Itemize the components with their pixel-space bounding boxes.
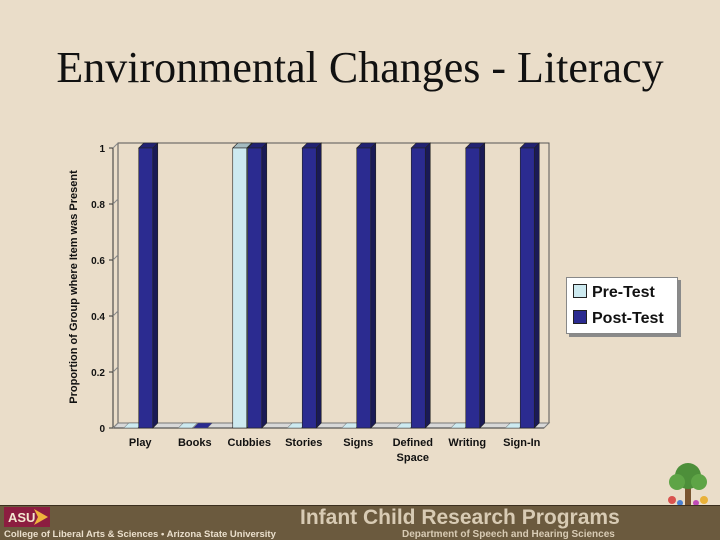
legend-item-post-test: Post-Test: [573, 309, 664, 329]
tree-logo: [668, 463, 708, 506]
x-tick-label: Defined: [393, 437, 433, 449]
x-tick-label: Cubbies: [228, 437, 271, 449]
program-title: Infant Child Research Programs: [300, 506, 620, 529]
y-tick-depth: [112, 198, 119, 205]
x-tick-label: Stories: [285, 437, 322, 449]
svg-text:ASU: ASU: [8, 510, 35, 525]
x-tick-label: Sign-In: [503, 437, 541, 449]
bar-post-test-0: [138, 147, 154, 429]
legend-swatch-post-test: [573, 310, 587, 324]
bar-post-test-3: [301, 147, 317, 429]
bar-post-test-6: [465, 147, 481, 429]
x-tick-label: Books: [178, 437, 212, 449]
y-tick-label: 0.4: [91, 312, 105, 323]
y-tick-label: 0.6: [91, 256, 105, 267]
bar-pre-test-1: [177, 422, 198, 429]
chart-labels: 0 0.2 0.4 0.6 0.8 1 Play Books Cubbies Stories Sig…: [91, 144, 541, 464]
y-tick-label: 0.8: [91, 200, 105, 211]
bar-pre-test-2: [232, 147, 248, 429]
bar-post-test-0-side: [152, 142, 159, 429]
bar-post-test-1: [192, 422, 213, 429]
slide-title: Environmental Changes - Literacy: [56, 43, 664, 92]
department-name: Department of Speech and Hearing Science…: [402, 529, 615, 540]
y-tick-depth: [112, 366, 119, 373]
y-tick-label: 0.2: [91, 368, 105, 379]
bar-post-test-2-side: [261, 142, 268, 429]
footer-divider: [0, 505, 720, 506]
bar-post-test-4-side: [370, 142, 377, 429]
bar-post-test-4: [356, 147, 372, 429]
legend-label-post-test: Post-Test: [592, 310, 664, 327]
y-axis-label: Proportion of Group where Item was Prese…: [68, 170, 80, 404]
bar-post-test-6-side: [479, 142, 486, 429]
college-name: College of Liberal Arts & Sciences • Ari…: [4, 529, 276, 540]
x-tick-label: Play: [129, 437, 153, 449]
bar-post-test-2: [247, 147, 263, 429]
chart-legend: Pre-Test Post-Test: [566, 277, 678, 334]
chart-bars: [123, 142, 540, 429]
y-tick-depth: [112, 142, 119, 149]
y-tick-depth: [112, 254, 119, 261]
y-tick-depth: [112, 310, 119, 317]
x-tick-label: Space: [397, 452, 429, 464]
x-tick-label: Signs: [343, 437, 373, 449]
legend-label-pre-test: Pre-Test: [592, 284, 655, 301]
bar-post-test-5: [410, 147, 426, 429]
bar-post-test-7: [519, 147, 535, 429]
bar-post-test-7-side: [533, 142, 540, 429]
bar-chart: 0 0.2 0.4 0.6 0.8 1 Play Books Cubbies Stories Sig…: [68, 142, 551, 464]
bar-post-test-3-side: [315, 142, 322, 429]
legend-swatch-pre-test: [573, 284, 587, 298]
bar-post-test-5-side: [424, 142, 431, 429]
y-tick-label: 1: [99, 144, 105, 155]
x-tick-label: Writing: [448, 437, 486, 449]
asu-logo: ASU: [4, 507, 50, 527]
footer-bar: ASU College of Liberal Arts & Sciences •…: [0, 505, 720, 540]
y-tick-depth: [112, 422, 119, 429]
y-tick-label: 0: [99, 424, 105, 435]
legend-item-pre-test: Pre-Test: [573, 283, 655, 303]
